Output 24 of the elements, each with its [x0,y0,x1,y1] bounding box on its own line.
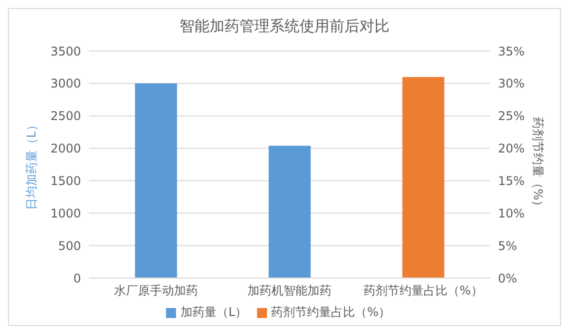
y-tick-label: 500 [58,238,81,253]
y2-tick-label: 20% [498,142,525,156]
y2-axis-title: 药剂节约量（%） [530,116,545,212]
y2-tick-label: 0% [498,271,518,286]
y2-tick-label: 15% [498,174,525,188]
x-tick-label: 加药机智能加药 [248,284,332,298]
y-tick-label: 1500 [50,174,81,188]
y-tick-label: 2500 [50,109,81,124]
y2-tick-label: 25% [498,109,525,124]
y-tick-label: 3500 [50,44,81,58]
y-tick-label: 2000 [50,142,81,156]
x-tick-label: 水厂原手动加药 [114,284,198,298]
y2-tick-label: 5% [498,238,518,253]
y2-tick-label: 30% [498,76,525,91]
y2-tick-label: 10% [498,206,525,220]
y-axis-title: 日均加药量（L） [24,119,38,210]
y-tick-label: 0 [73,271,81,286]
y-tick-label: 3000 [50,76,81,91]
legend-label: 药剂节约量占比（%） [271,305,391,319]
chart-title: 智能加药管理系统使用前后对比 [178,16,390,37]
x-tick-label: 药剂节约量占比（%） [363,284,483,298]
y-tick-label: 1000 [50,206,81,220]
y2-tick-label: 35% [498,44,525,58]
legend-label: 加药量（L） [180,305,248,319]
